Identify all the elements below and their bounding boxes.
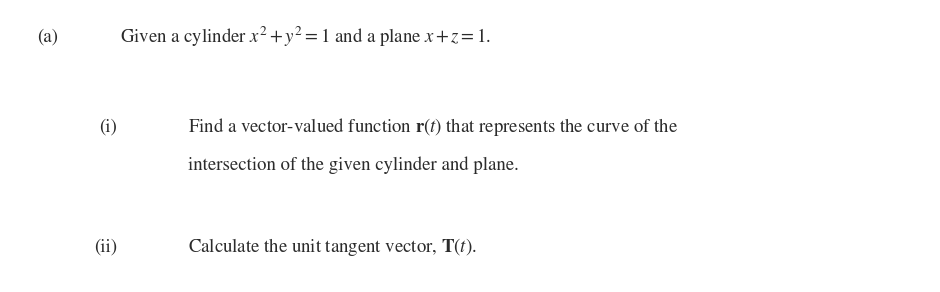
Text: Find a vector-valued function $\mathbf{r}(t)$ that represents the curve of the: Find a vector-valued function $\mathbf{r… <box>188 116 678 138</box>
Text: (ii): (ii) <box>94 238 118 255</box>
Text: Given a cylinder $x^2 + y^2 = 1$ and a plane $x + z = 1$.: Given a cylinder $x^2 + y^2 = 1$ and a p… <box>120 24 492 49</box>
Text: Calculate the unit tangent vector, $\mathbf{T}(t)$.: Calculate the unit tangent vector, $\mat… <box>188 236 477 258</box>
Text: (i): (i) <box>99 119 117 135</box>
Text: (a): (a) <box>38 28 58 45</box>
Text: intersection of the given cylinder and plane.: intersection of the given cylinder and p… <box>188 156 519 174</box>
